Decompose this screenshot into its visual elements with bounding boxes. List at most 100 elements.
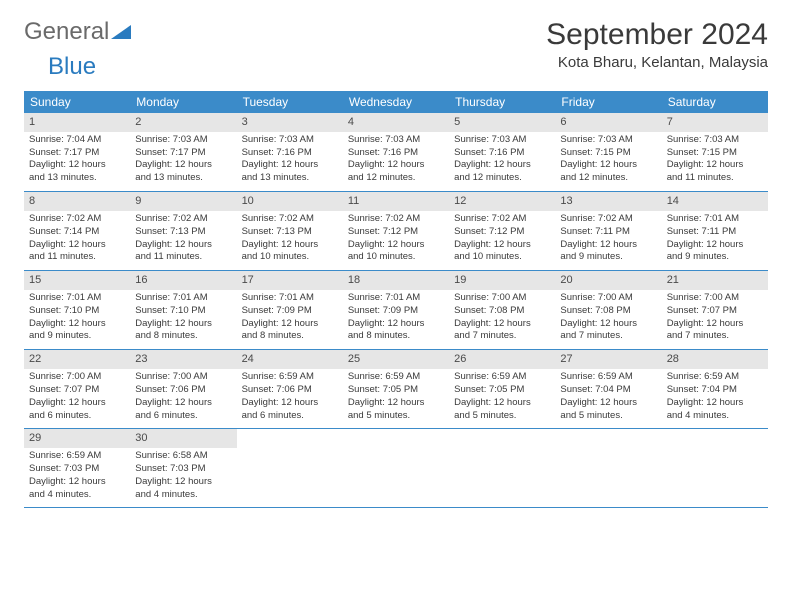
- location: Kota Bharu, Kelantan, Malaysia: [546, 54, 768, 71]
- day-info-line: and 10 minutes.: [242, 251, 338, 264]
- day-info-line: and 8 minutes.: [348, 330, 444, 343]
- day-info-line: Sunset: 7:08 PM: [454, 305, 550, 318]
- day-number: 18: [343, 271, 449, 290]
- day-info-line: Sunrise: 7:04 AM: [29, 134, 125, 147]
- day-info-line: Sunset: 7:10 PM: [135, 305, 231, 318]
- day-info-line: and 12 minutes.: [454, 172, 550, 185]
- day-info-line: Sunrise: 7:02 AM: [135, 213, 231, 226]
- day-info-line: Sunset: 7:17 PM: [29, 147, 125, 160]
- day-info-line: Daylight: 12 hours: [560, 159, 656, 172]
- day-info-line: Daylight: 12 hours: [135, 397, 231, 410]
- calendar: SundayMondayTuesdayWednesdayThursdayFrid…: [24, 91, 768, 508]
- dow-cell: Tuesday: [237, 91, 343, 113]
- month-title: September 2024: [546, 18, 768, 52]
- day-cell: 7Sunrise: 7:03 AMSunset: 7:15 PMDaylight…: [662, 113, 768, 191]
- day-number: 23: [130, 350, 236, 369]
- day-number: 6: [555, 113, 661, 132]
- day-info-line: and 9 minutes.: [560, 251, 656, 264]
- day-info-line: Sunset: 7:07 PM: [667, 305, 763, 318]
- day-info-line: Sunrise: 7:01 AM: [135, 292, 231, 305]
- day-cell: 9Sunrise: 7:02 AMSunset: 7:13 PMDaylight…: [130, 192, 236, 270]
- day-info-line: Sunset: 7:16 PM: [348, 147, 444, 160]
- day-info-line: Sunset: 7:07 PM: [29, 384, 125, 397]
- day-info-line: Daylight: 12 hours: [560, 318, 656, 331]
- day-info-line: Sunrise: 7:01 AM: [667, 213, 763, 226]
- day-cell: 22Sunrise: 7:00 AMSunset: 7:07 PMDayligh…: [24, 350, 130, 428]
- day-info-line: Sunrise: 6:59 AM: [454, 371, 550, 384]
- day-info-line: Sunset: 7:16 PM: [242, 147, 338, 160]
- day-number: 25: [343, 350, 449, 369]
- day-number: 4: [343, 113, 449, 132]
- day-info-line: Daylight: 12 hours: [242, 318, 338, 331]
- day-number: 17: [237, 271, 343, 290]
- day-number: 28: [662, 350, 768, 369]
- day-number: 10: [237, 192, 343, 211]
- day-info-line: Sunset: 7:11 PM: [560, 226, 656, 239]
- day-info-line: and 6 minutes.: [29, 410, 125, 423]
- day-number: 20: [555, 271, 661, 290]
- day-info-line: Sunrise: 6:58 AM: [135, 450, 231, 463]
- day-info-line: and 4 minutes.: [667, 410, 763, 423]
- day-info-line: Daylight: 12 hours: [29, 159, 125, 172]
- week-row: 8Sunrise: 7:02 AMSunset: 7:14 PMDaylight…: [24, 192, 768, 271]
- day-info-line: and 10 minutes.: [348, 251, 444, 264]
- day-info-line: Daylight: 12 hours: [135, 476, 231, 489]
- day-info-line: Sunrise: 7:00 AM: [560, 292, 656, 305]
- day-info-line: Sunset: 7:13 PM: [135, 226, 231, 239]
- day-info-line: and 9 minutes.: [29, 330, 125, 343]
- day-info-line: and 7 minutes.: [667, 330, 763, 343]
- day-info-line: Sunset: 7:05 PM: [454, 384, 550, 397]
- day-info-line: and 7 minutes.: [560, 330, 656, 343]
- day-info-line: Daylight: 12 hours: [348, 397, 444, 410]
- day-cell: 14Sunrise: 7:01 AMSunset: 7:11 PMDayligh…: [662, 192, 768, 270]
- day-cell: 13Sunrise: 7:02 AMSunset: 7:11 PMDayligh…: [555, 192, 661, 270]
- day-info-line: Sunrise: 7:03 AM: [667, 134, 763, 147]
- day-cell: 5Sunrise: 7:03 AMSunset: 7:16 PMDaylight…: [449, 113, 555, 191]
- day-number: 19: [449, 271, 555, 290]
- day-cell: 16Sunrise: 7:01 AMSunset: 7:10 PMDayligh…: [130, 271, 236, 349]
- day-info-line: and 13 minutes.: [135, 172, 231, 185]
- dow-cell: Saturday: [662, 91, 768, 113]
- day-info-line: Daylight: 12 hours: [29, 476, 125, 489]
- day-info-line: Daylight: 12 hours: [29, 397, 125, 410]
- day-cell: [662, 429, 768, 507]
- day-info-line: Sunrise: 7:03 AM: [348, 134, 444, 147]
- day-info-line: Sunrise: 7:02 AM: [29, 213, 125, 226]
- day-info-line: and 13 minutes.: [29, 172, 125, 185]
- dow-cell: Friday: [555, 91, 661, 113]
- day-info-line: Sunset: 7:04 PM: [560, 384, 656, 397]
- day-info-line: Daylight: 12 hours: [348, 318, 444, 331]
- dow-cell: Monday: [130, 91, 236, 113]
- day-cell: [237, 429, 343, 507]
- day-number: 24: [237, 350, 343, 369]
- day-info-line: Sunset: 7:12 PM: [454, 226, 550, 239]
- dow-cell: Wednesday: [343, 91, 449, 113]
- day-info-line: Sunset: 7:17 PM: [135, 147, 231, 160]
- day-info-line: Sunrise: 7:00 AM: [454, 292, 550, 305]
- week-row: 15Sunrise: 7:01 AMSunset: 7:10 PMDayligh…: [24, 271, 768, 350]
- day-info-line: Daylight: 12 hours: [667, 397, 763, 410]
- day-info-line: Daylight: 12 hours: [242, 159, 338, 172]
- day-cell: 1Sunrise: 7:04 AMSunset: 7:17 PMDaylight…: [24, 113, 130, 191]
- day-info-line: Sunset: 7:09 PM: [348, 305, 444, 318]
- day-number: 16: [130, 271, 236, 290]
- day-cell: 17Sunrise: 7:01 AMSunset: 7:09 PMDayligh…: [237, 271, 343, 349]
- day-info-line: Daylight: 12 hours: [135, 239, 231, 252]
- day-info-line: Sunset: 7:14 PM: [29, 226, 125, 239]
- day-info-line: Daylight: 12 hours: [242, 239, 338, 252]
- day-number: 15: [24, 271, 130, 290]
- day-info-line: Sunset: 7:06 PM: [135, 384, 231, 397]
- day-info-line: Daylight: 12 hours: [29, 318, 125, 331]
- day-info-line: and 11 minutes.: [29, 251, 125, 264]
- day-info-line: Sunrise: 7:01 AM: [348, 292, 444, 305]
- day-cell: 10Sunrise: 7:02 AMSunset: 7:13 PMDayligh…: [237, 192, 343, 270]
- day-info-line: Daylight: 12 hours: [560, 397, 656, 410]
- day-number: 27: [555, 350, 661, 369]
- logo-triangle-icon: [111, 23, 131, 39]
- day-number: 7: [662, 113, 768, 132]
- day-number: 2: [130, 113, 236, 132]
- day-cell: [449, 429, 555, 507]
- logo-text-general: General: [24, 18, 109, 46]
- day-info-line: Sunrise: 7:03 AM: [560, 134, 656, 147]
- day-number: 26: [449, 350, 555, 369]
